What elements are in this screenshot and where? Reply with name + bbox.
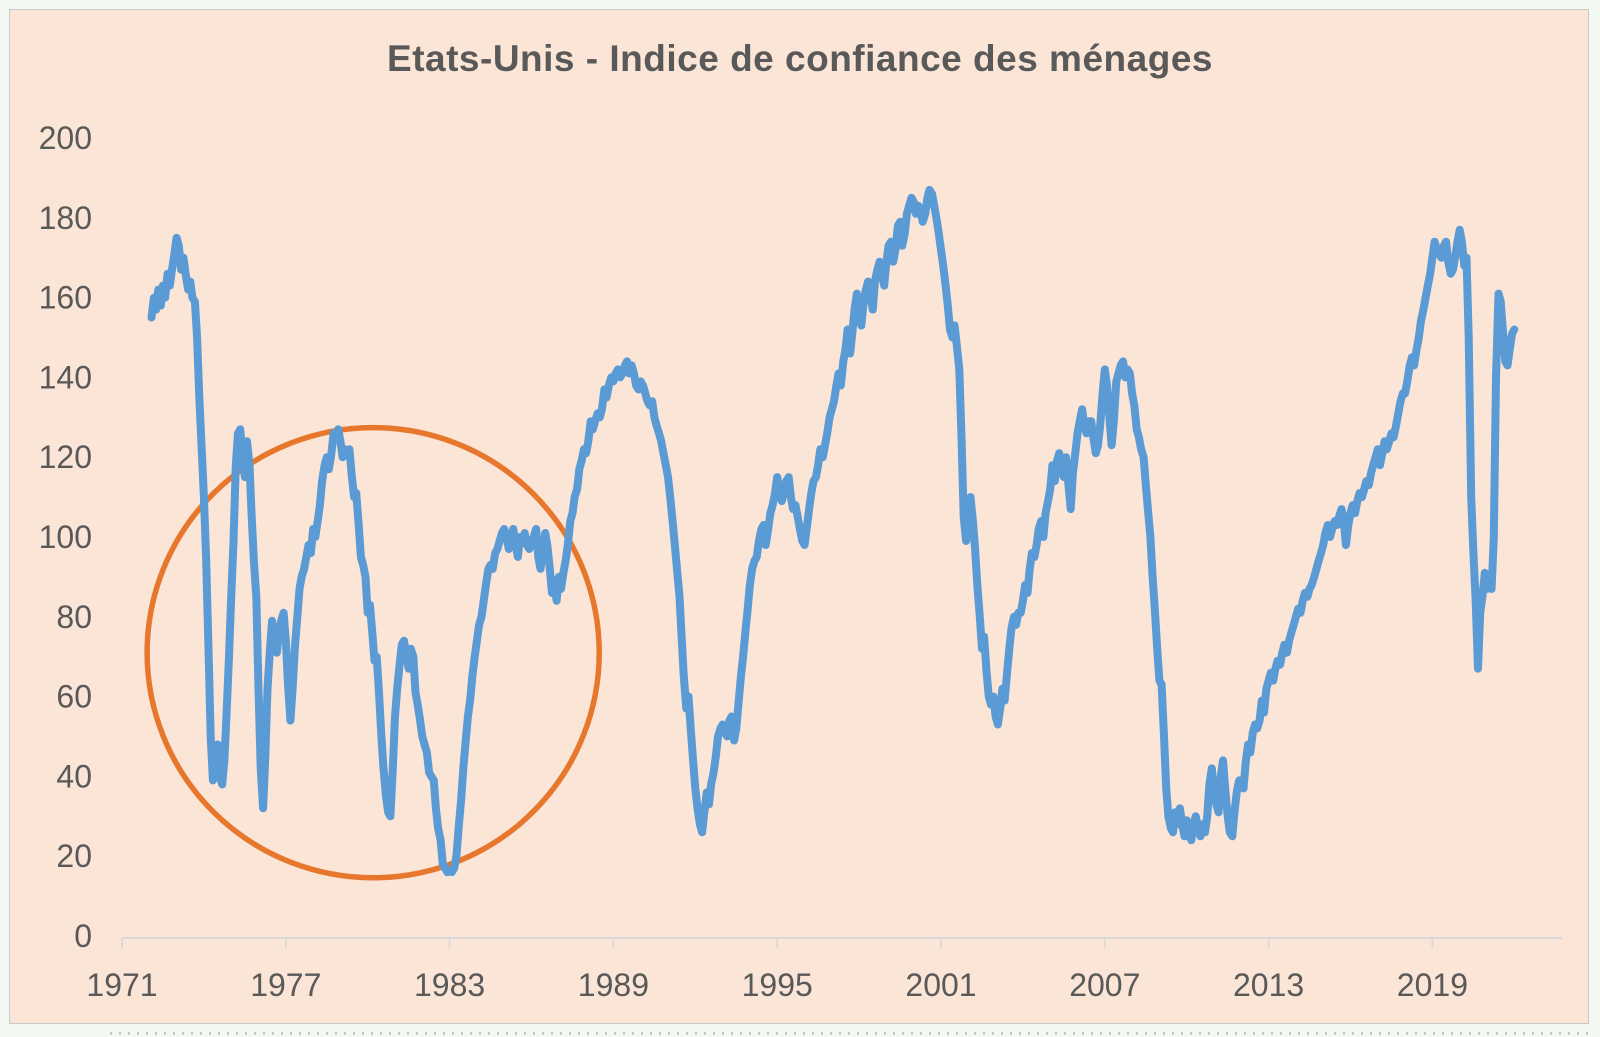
- y-axis-label: 180: [39, 200, 92, 236]
- x-axis-label: 2001: [905, 967, 976, 1003]
- y-axis-label: 20: [56, 838, 92, 874]
- bottom-dotted-line: [110, 1032, 1590, 1035]
- y-axis-label: 200: [39, 120, 92, 156]
- x-axis-label: 1983: [414, 967, 485, 1003]
- y-axis-label: 80: [56, 599, 92, 635]
- x-axis-label: 2019: [1397, 967, 1468, 1003]
- x-axis-label: 2007: [1069, 967, 1140, 1003]
- y-axis-label: 120: [39, 439, 92, 475]
- y-axis-label: 40: [56, 758, 92, 794]
- x-axis-label: 1989: [578, 967, 649, 1003]
- y-axis-label: 140: [39, 359, 92, 395]
- x-axis-label: 1971: [86, 967, 157, 1003]
- y-axis-label: 0: [74, 918, 92, 954]
- y-axis-label: 60: [56, 679, 92, 715]
- y-axis-label: 100: [39, 519, 92, 555]
- y-axis-label: 160: [39, 280, 92, 316]
- series-line: [147, 185, 1519, 877]
- annotation-circle: [144, 424, 602, 881]
- x-axis-label: 2013: [1233, 967, 1304, 1003]
- x-axis-label: 1977: [250, 967, 321, 1003]
- x-axis-label: 1995: [742, 967, 813, 1003]
- chart-title: Etats-Unis - Indice de confiance des mén…: [387, 38, 1213, 79]
